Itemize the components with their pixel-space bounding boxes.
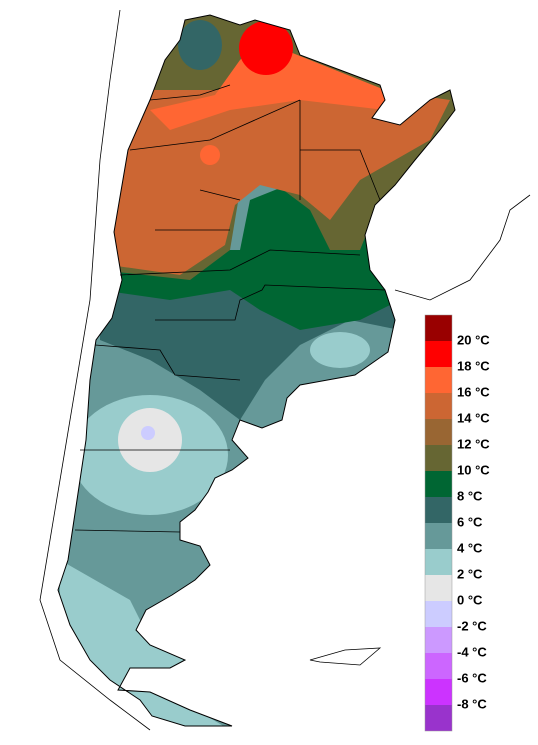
legend-swatch bbox=[425, 419, 452, 445]
legend-label: 8 °C bbox=[457, 488, 483, 503]
legend-swatch bbox=[425, 523, 452, 549]
zone bbox=[118, 408, 182, 472]
legend-swatch bbox=[425, 341, 452, 367]
legend-swatch bbox=[425, 653, 452, 679]
legend-swatch bbox=[425, 367, 452, 393]
legend-label: 2 °C bbox=[457, 566, 483, 581]
legend-swatch bbox=[425, 705, 452, 731]
legend-label: 18 °C bbox=[457, 358, 490, 373]
legend-swatch bbox=[425, 549, 452, 575]
legend-label: 10 °C bbox=[457, 462, 490, 477]
legend-swatch bbox=[425, 445, 452, 471]
legend-swatch bbox=[425, 497, 452, 523]
legend-swatch bbox=[425, 601, 452, 627]
legend-swatch bbox=[425, 679, 452, 705]
legend-swatch bbox=[425, 627, 452, 653]
legend-label: 16 °C bbox=[457, 384, 490, 399]
chile-coast bbox=[39, 9, 151, 731]
legend-label: 14 °C bbox=[457, 410, 490, 425]
zone bbox=[150, 40, 385, 130]
zone bbox=[310, 332, 370, 368]
zone bbox=[110, 90, 450, 275]
zone bbox=[178, 20, 222, 70]
legend-frame bbox=[424, 314, 453, 732]
legend-label: 20 °C bbox=[457, 332, 490, 347]
legend-label: 12 °C bbox=[457, 436, 490, 451]
legend-label: -6 °C bbox=[457, 670, 487, 685]
neighbor-coast bbox=[309, 194, 531, 666]
legend-label: 0 °C bbox=[457, 592, 483, 607]
legend: 20 °C 18 °C 16 °C 14 °C 12 °C 10 °C 8 °C 6 °C 4 … bbox=[424, 314, 490, 732]
legend-label: -8 °C bbox=[457, 696, 487, 711]
legend-swatch bbox=[425, 393, 452, 419]
legend-label: 6 °C bbox=[457, 514, 483, 529]
legend-label: -2 °C bbox=[457, 618, 487, 633]
legend-swatch bbox=[425, 575, 452, 601]
borders bbox=[39, 9, 531, 731]
province-borders bbox=[74, 84, 386, 533]
zone bbox=[200, 145, 220, 165]
zone bbox=[239, 21, 293, 75]
legend-swatch bbox=[425, 471, 452, 497]
legend-swatch bbox=[425, 315, 452, 341]
legend-label: -4 °C bbox=[457, 644, 487, 659]
legend-label: 4 °C bbox=[457, 540, 483, 555]
zone bbox=[141, 426, 155, 440]
country-outline bbox=[57, 14, 456, 727]
